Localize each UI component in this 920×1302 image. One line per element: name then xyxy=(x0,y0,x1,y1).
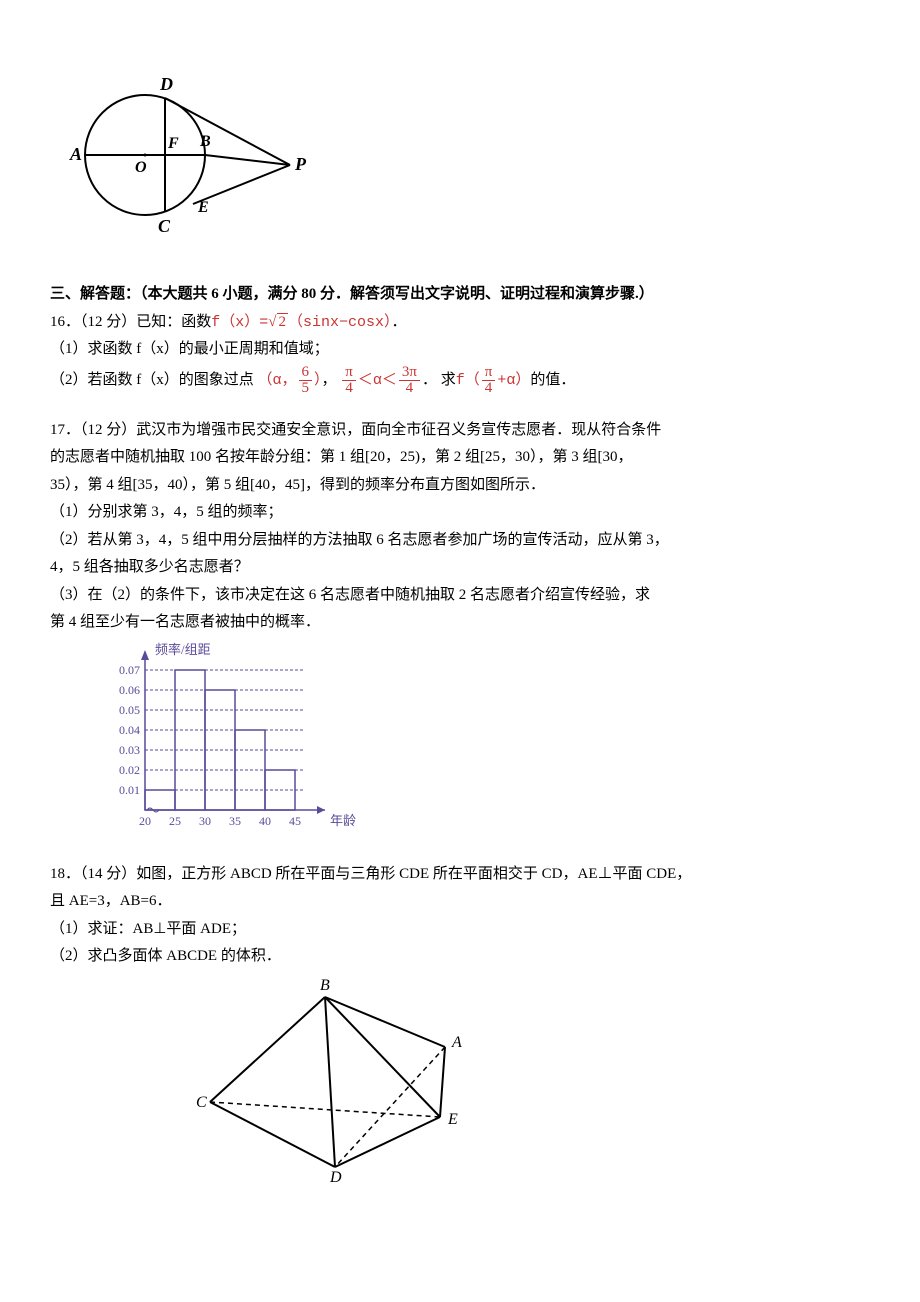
edge-bd xyxy=(325,997,335,1167)
q17-l2: 的志愿者中随机抽取 100 名按年龄分组：第 1 组[20，25)，第 2 组[… xyxy=(50,445,870,471)
histogram-svg: 0.01 0.02 0.03 0.04 0.05 0.06 0.07 20 25 30 35 40 45… xyxy=(80,640,380,840)
q16-period: ． xyxy=(392,314,407,330)
y-tick-label: 0.01 xyxy=(119,783,140,797)
q17-p3b: 第 4 组至少有一名志愿者被抽中的概率． xyxy=(50,610,870,636)
line-bp xyxy=(205,155,290,165)
fig-circle-secant: D A O F B P E C xyxy=(50,60,870,260)
y-tick-label: 0.07 xyxy=(119,663,140,677)
num-6: 6 xyxy=(299,365,313,381)
histogram-fig: 0.01 0.02 0.03 0.04 0.05 0.06 0.07 20 25 30 35 40 45… xyxy=(80,640,870,840)
edge-ed xyxy=(335,1117,440,1167)
q17-p2: （2）若从第 3，4，5 组中用分层抽样的方法抽取 6 名志愿者参加广场的宣传活… xyxy=(50,528,870,554)
q17-p1: （1）分别求第 3，4，5 组的频率； xyxy=(50,500,870,526)
y-tick-label: 0.04 xyxy=(119,723,140,737)
q16-p2-plus: +α） xyxy=(497,371,530,388)
lt1: ＜α＜ xyxy=(358,371,397,388)
q16-p2-f: f（ xyxy=(456,371,480,388)
edge-cb xyxy=(210,997,325,1102)
q18-l1: 18．（14 分）如图，正方形 ABCD 所在平面与三角形 CDE 所在平面相交… xyxy=(50,862,870,888)
poly-c: C xyxy=(196,1094,207,1111)
q18-p1: （1）求证：AB⊥平面 ADE； xyxy=(50,917,870,943)
q16-part2: （2）若函数 f（x）的图象过点 （α，65）， π4＜α＜3π4． 求f（π4… xyxy=(50,365,870,396)
den-4-b: 4 xyxy=(399,381,420,396)
label-o: O xyxy=(135,159,147,176)
hist-bar xyxy=(145,790,175,810)
edge-ce xyxy=(210,1102,440,1117)
q16-fx: f（x）= xyxy=(211,314,268,331)
q16-stem-a: 16．（12 分）已知：函数 xyxy=(50,314,211,330)
q17-l3: 35），第 4 组[35，40），第 5 组[40，45]，得到的频率分布直方图… xyxy=(50,473,870,499)
q16-p2-alpha: （α， xyxy=(258,371,297,388)
q16-p2-b: 求 xyxy=(441,371,456,387)
q16-p2-end: 的值． xyxy=(530,371,575,387)
x-tick-label: 40 xyxy=(259,814,271,828)
q16-p2-close: ） xyxy=(314,371,322,388)
question-18: 18．（14 分）如图，正方形 ABCD 所在平面与三角形 CDE 所在平面相交… xyxy=(50,862,870,1182)
q16-part1: （1）求函数 f（x）的最小正周期和值域； xyxy=(50,337,870,363)
poly-a: A xyxy=(451,1034,462,1051)
x-tick-label: 45 xyxy=(289,814,301,828)
poly-b: B xyxy=(320,977,330,994)
q16-p2-period: ． xyxy=(422,371,437,387)
frac-pi-4-c: π4 xyxy=(482,365,496,396)
y-tick-label: 0.03 xyxy=(119,743,140,757)
edge-be xyxy=(325,997,440,1117)
q17-p2b: 4，5 组各抽取多少名志愿者？ xyxy=(50,555,870,581)
poly-d: D xyxy=(329,1169,342,1182)
y-tick-label: 0.02 xyxy=(119,763,140,777)
q16-paren: （sinx−cosx） xyxy=(288,314,392,331)
y-tick-label: 0.06 xyxy=(119,683,140,697)
num-pi-c: π xyxy=(482,365,496,381)
x-tick-label: 20 xyxy=(139,814,151,828)
frac-pi-4-a: π4 xyxy=(342,365,356,396)
edge-ae xyxy=(440,1047,445,1117)
edge-dc xyxy=(210,1102,335,1167)
q17-p3: （3）在（2）的条件下，该市决定在这 6 名志愿者中随机抽取 2 名志愿者介绍宣… xyxy=(50,583,870,609)
fig-polyhedron: B A E D C xyxy=(190,972,870,1182)
x-axis-label: 年龄 xyxy=(330,813,356,828)
poly-e: E xyxy=(447,1111,458,1128)
y-arrow xyxy=(141,650,149,660)
y-tick-label: 0.05 xyxy=(119,703,140,717)
hist-bar xyxy=(175,670,205,810)
x-tick-label: 25 xyxy=(169,814,181,828)
q16-stem: 16．（12 分）已知：函数f（x）= 2（sinx−cosx）． xyxy=(50,310,870,336)
q18-p2: （2）求凸多面体 ABCDE 的体积． xyxy=(50,944,870,970)
frac-6-5: 65 xyxy=(299,365,313,396)
radicand-2: 2 xyxy=(277,313,289,330)
frac-3pi-4: 3π4 xyxy=(399,365,420,396)
label-b: B xyxy=(199,133,211,150)
label-a: A xyxy=(69,144,82,164)
den-5: 5 xyxy=(299,381,313,396)
q16-p2-comma: ， xyxy=(322,371,337,387)
num-3pi: 3π xyxy=(399,365,420,381)
x-tick-label: 35 xyxy=(229,814,241,828)
q18-l2: 且 AE=3，AB=6． xyxy=(50,889,870,915)
y-axis-label: 频率/组距 xyxy=(155,642,211,657)
label-e: E xyxy=(197,199,209,216)
q17-l1: 17．（12 分）武汉市为增强市民交通安全意识，面向全市征召义务宣传志愿者．现从… xyxy=(50,418,870,444)
question-16: 16．（12 分）已知：函数f（x）=2（sinx−cosx）． （1）求函数 … xyxy=(50,310,870,396)
sqrt-2: 2 xyxy=(268,310,288,336)
label-c: C xyxy=(158,216,171,236)
x-tick-label: 30 xyxy=(199,814,211,828)
label-f: F xyxy=(167,135,179,152)
label-d: D xyxy=(159,74,173,94)
q16-p2-a: （2）若函数 f（x）的图象过点 xyxy=(50,371,254,387)
num-pi-a: π xyxy=(342,365,356,381)
question-17: 17．（12 分）武汉市为增强市民交通安全意识，面向全市征召义务宣传志愿者．现从… xyxy=(50,418,870,840)
x-arrow xyxy=(317,806,325,814)
edge-ba xyxy=(325,997,445,1047)
den-4-c: 4 xyxy=(482,381,496,396)
center-dot xyxy=(144,154,147,157)
circle-secant-svg: D A O F B P E C xyxy=(50,60,310,260)
den-4-a: 4 xyxy=(342,381,356,396)
label-p: P xyxy=(294,154,307,174)
polyhedron-svg: B A E D C xyxy=(190,972,490,1182)
section-3-heading: 三、解答题：（本大题共 6 小题，满分 80 分．解答须写出文字说明、证明过程和… xyxy=(50,282,870,308)
